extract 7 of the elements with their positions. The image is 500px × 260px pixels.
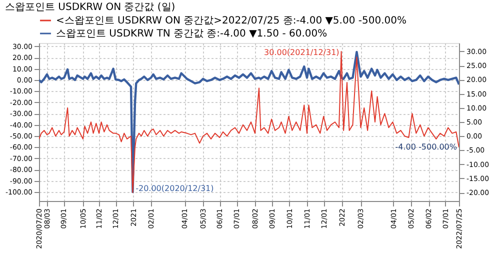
annotation: -4.00 -500.00% [395, 142, 458, 152]
annotation: -20.00(2020/12/31) [136, 184, 214, 193]
chart-title: 스왑포인트 USDKRW ON 중간값 (일) [4, 2, 176, 13]
legend-label: <스왑포인트 USDKRW ON 중간값>2022/07/25 종:-4.00 ▼5.00 -500.00% [56, 16, 406, 26]
legend-label: 스왑포인트 USDKRW TN 중간값 종:-4.00 ▼1.50 - 60.00% [56, 28, 328, 40]
line-series [39, 50, 459, 194]
annotation: 30.00(2021/12/31) [264, 48, 340, 57]
